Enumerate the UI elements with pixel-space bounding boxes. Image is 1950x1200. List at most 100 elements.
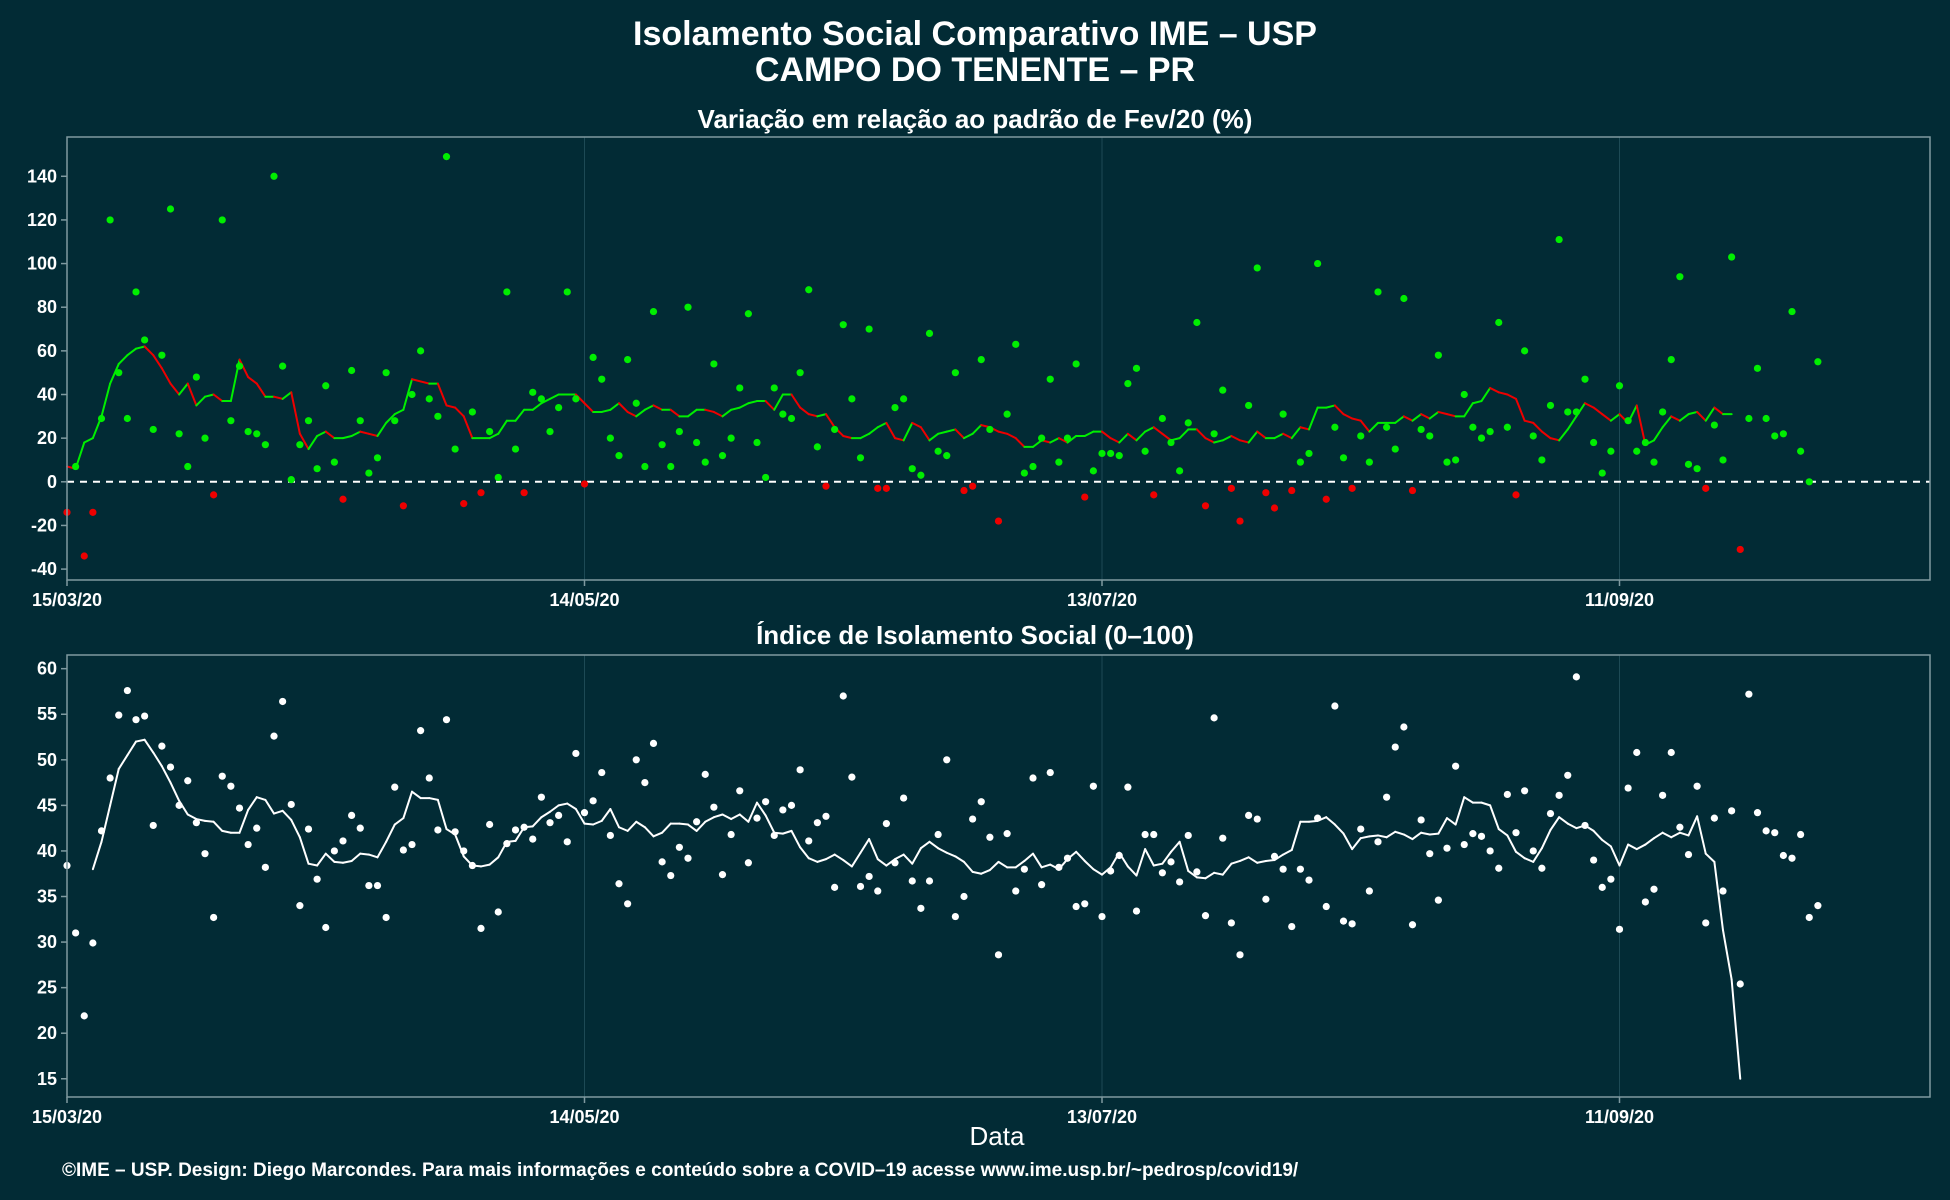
moving-average-segment [1368,834,1379,838]
moving-average-segment [1204,871,1216,880]
data-point [141,712,149,720]
moving-average-segment [557,802,569,807]
data-point [1374,838,1382,846]
data-point [632,756,640,764]
moving-average-segment [1635,404,1647,446]
data-point [1305,876,1313,884]
data-point [736,384,744,392]
moving-average-segment [704,816,715,823]
data-point [589,797,597,805]
moving-average-segment [1351,417,1362,422]
data-point [848,395,856,403]
moving-average-segment [790,829,802,849]
moving-average-segment [1446,817,1457,826]
moving-average-segment [945,851,957,858]
moving-average-segment [376,421,388,437]
data-point [486,820,494,829]
data-point [1253,264,1261,272]
data-point [693,438,701,447]
data-point [1270,504,1279,512]
data-point [313,875,321,883]
data-point [736,787,744,795]
moving-average-segment [135,738,146,743]
data-point [813,819,821,827]
moving-average-segment [436,382,448,407]
data-point [1296,865,1304,873]
data-point [166,205,175,213]
moving-average-segment [661,822,672,834]
data-point [382,369,390,377]
data-point [1003,830,1011,838]
data-point [1236,517,1244,525]
y-tick-label: 55 [37,704,57,724]
data-point [624,900,632,908]
moving-average-segment [1601,413,1612,422]
data-point [701,458,709,466]
data-point [1063,434,1072,442]
data-point [201,434,209,442]
data-point [1357,825,1365,833]
moving-average-segment [1178,428,1190,440]
data-point [1098,449,1106,458]
moving-average-segment [937,430,948,435]
data-point [1788,854,1796,862]
data-point [977,355,985,364]
moving-average-segment [1463,402,1474,418]
data-point [460,847,468,855]
data-point [537,395,545,403]
moving-average-segment [738,402,750,409]
data-point [1115,452,1123,460]
moving-average-segment [928,840,940,850]
data-point [753,814,761,822]
data-point [149,821,157,830]
data-point [969,482,977,490]
x-tick-label: 13/07/20 [1067,590,1137,610]
moving-average-segment [1618,843,1630,867]
data-point [555,811,563,819]
data-point [986,425,994,434]
moving-average-segment [807,857,819,863]
data-point [779,806,787,814]
moving-average-segment [549,393,560,400]
data-point [1693,465,1701,473]
moving-average-segment [704,408,715,413]
data-point [555,404,563,412]
data-point [149,425,157,434]
data-point [123,414,131,423]
moving-average-segment [1135,430,1147,442]
moving-average-segment [540,810,551,819]
y-tick-label: 20 [37,428,57,448]
data-point [1771,829,1779,837]
moving-average-segment [1523,419,1535,424]
panel2-title: Índice de Isolamento Social (0–100) [756,620,1194,650]
data-point [615,880,623,888]
data-point [1219,386,1227,394]
data-point [908,465,916,473]
moving-average-segment [894,853,905,861]
data-point [1495,318,1503,327]
data-point [1339,454,1348,462]
data-point [925,329,934,338]
data-point [1107,449,1115,458]
moving-average-segment [859,838,871,854]
moving-average-segment [626,410,638,418]
moving-average-segment [876,858,888,867]
moving-average-segment [186,382,198,407]
moving-average-segment [359,430,370,435]
moving-average-segment [1497,828,1509,837]
y-tick-label: 100 [27,254,57,274]
moving-average-segment [1394,415,1405,424]
moving-average-segment [721,408,733,418]
data-point [1650,885,1658,893]
moving-average-segment [1523,857,1535,863]
data-point [1201,502,1210,510]
moving-average-segment [186,813,198,821]
data-point [261,441,269,449]
moving-average-segment [1428,832,1440,836]
data-point [1624,784,1632,792]
moving-average-segment [1609,845,1621,867]
data-point [330,458,338,466]
data-point [1814,902,1822,910]
data-point [934,447,942,455]
data-point [865,872,873,881]
